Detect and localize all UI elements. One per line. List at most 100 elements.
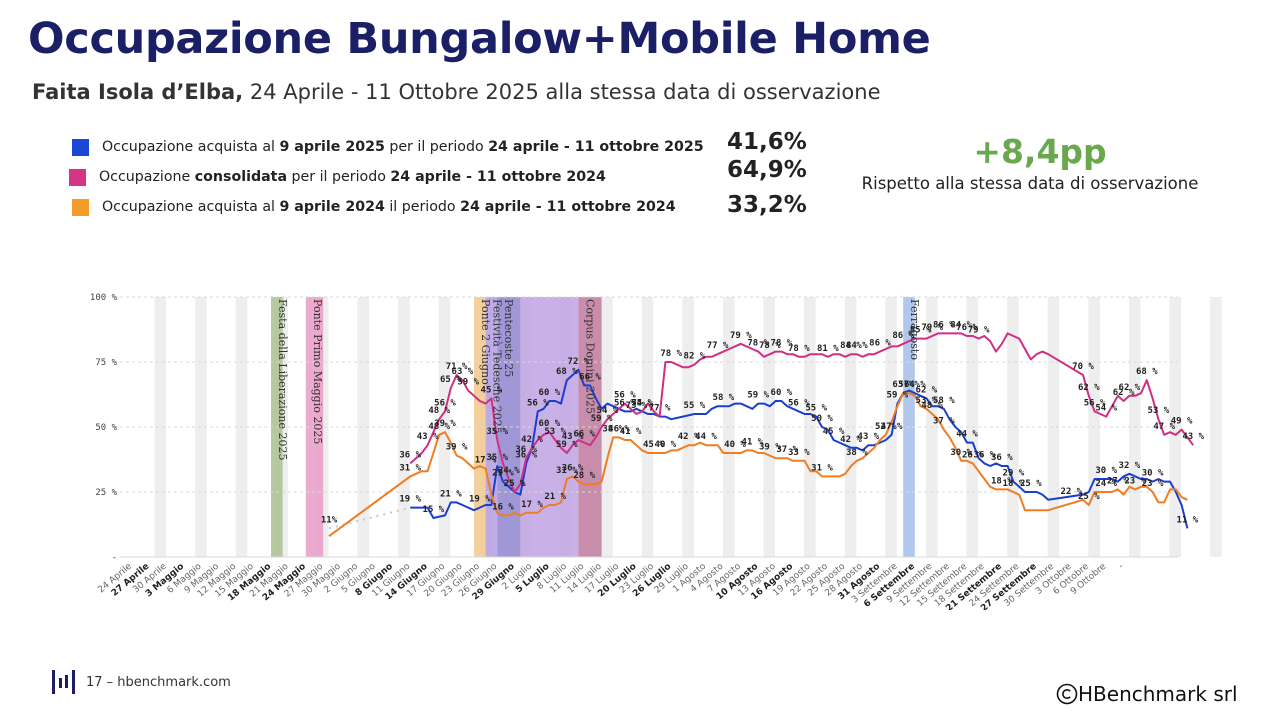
data-label: 68 % — [1136, 367, 1158, 377]
data-label: 86 % — [892, 331, 914, 341]
data-label: 28 % — [573, 471, 595, 481]
data-label: 35 % — [486, 453, 508, 463]
data-label: 78 % — [759, 341, 781, 351]
data-label: 52 % — [875, 422, 897, 432]
data-label: 55 % — [805, 404, 827, 414]
data-label: 47 % — [1153, 422, 1175, 432]
data-label: 45 % — [481, 385, 503, 395]
subtitle-location: Faita Isola d’Elba, — [32, 80, 244, 104]
weekend-stripe — [1210, 297, 1222, 557]
data-label: 70 % — [1072, 362, 1094, 372]
data-label: 36 % — [562, 463, 584, 473]
data-label: 39 % — [759, 443, 781, 453]
data-label: 84 % — [846, 341, 868, 351]
gap-connector — [328, 506, 411, 530]
data-label: 29 % — [1003, 469, 1025, 479]
data-label: 30 % — [1095, 466, 1117, 476]
weekend-stripe — [357, 297, 370, 557]
copyright-text: HBenchmark srl — [1078, 682, 1238, 706]
data-label: 62 % — [1119, 383, 1141, 393]
x-tick-label: - — [1117, 562, 1126, 572]
y-tick-label: 75 % — [95, 358, 117, 368]
chart-grid — [120, 296, 1178, 558]
data-label: 78 % — [771, 339, 793, 349]
data-label: 84 % — [840, 341, 862, 351]
data-label: 40 % — [655, 440, 677, 450]
copyright-icon — [1056, 683, 1078, 705]
data-labels: 11%19 %15 %21 %19 %35 %29 %25 %36 %42 %5… — [321, 320, 1205, 525]
data-label: 22 % — [1061, 487, 1083, 497]
data-label: 54 % — [631, 398, 653, 408]
legend-item-2024: Occupazione acquista al 9 aprile 2024 il… — [72, 196, 676, 218]
data-label: 35 % — [486, 427, 508, 437]
weekend-stripe — [804, 297, 816, 557]
data-label: 11 % — [1177, 515, 1199, 525]
data-label: 21 % — [544, 492, 566, 502]
data-label: 78 % — [788, 344, 810, 354]
band-label: Ferragosto — [908, 299, 921, 360]
data-label: 60 % — [771, 388, 793, 398]
data-label: 71 % — [446, 362, 468, 372]
series-line — [409, 332, 1195, 493]
data-label: 38 % — [846, 448, 868, 458]
data-label: 30 % — [1142, 469, 1164, 479]
series-lines — [328, 332, 1195, 538]
data-label: 57 % — [898, 380, 920, 390]
data-label: 48 % — [428, 422, 450, 432]
data-label: 44 % — [956, 430, 978, 440]
data-label: 36 % — [515, 450, 537, 460]
data-label: 56 % — [527, 398, 549, 408]
data-label: 56 % — [614, 391, 636, 401]
data-label: 36 % — [974, 450, 996, 460]
data-label: 68 % — [556, 367, 578, 377]
data-label: 42 % — [678, 432, 700, 442]
data-label: 79 % — [921, 323, 943, 333]
data-label: 48 % — [921, 401, 943, 411]
data-label: 27 % — [1107, 476, 1129, 486]
data-label: 31 % — [811, 463, 833, 473]
data-label: 46 % — [608, 424, 630, 434]
legend-item-2025: Occupazione acquista al 9 aprile 2025 pe… — [72, 136, 704, 158]
highlight-band — [485, 297, 498, 557]
data-label: 81 % — [817, 344, 839, 354]
data-label: 18 % — [991, 476, 1013, 486]
data-label: 59 % — [457, 378, 479, 388]
legend-swatch-blue — [72, 138, 89, 156]
legend-swatch-magenta — [69, 168, 86, 186]
data-label: 38 % — [602, 424, 624, 434]
data-label: 24 % — [498, 466, 520, 476]
highlight-band — [474, 297, 486, 557]
y-tick-label: 25 % — [95, 488, 117, 498]
weekend-stripe — [1007, 297, 1019, 557]
data-label: 86 % — [869, 339, 891, 349]
data-label: 31 % — [399, 463, 421, 473]
copyright: HBenchmark srl — [1056, 682, 1238, 706]
data-label: 79 % — [730, 331, 752, 341]
data-label: 78 % — [660, 349, 682, 359]
legend-text-2025: Occupazione acquista al 9 aprile 2025 pe… — [102, 139, 704, 155]
weekend-stripe — [885, 297, 897, 557]
data-label: 45 % — [823, 427, 845, 437]
legend-swatch-orange — [72, 198, 89, 216]
data-label: 77 % — [649, 404, 671, 414]
data-label: 19 % — [469, 495, 491, 505]
data-label: 15 % — [423, 505, 445, 515]
data-label: 56 % — [788, 398, 810, 408]
data-label: 36 % — [515, 445, 537, 455]
series-line — [328, 392, 1188, 538]
weekend-stripe — [154, 297, 167, 557]
data-label: 76 % — [956, 323, 978, 333]
data-label: 75 % — [631, 398, 653, 408]
data-label: 41 % — [620, 427, 642, 437]
series-line — [410, 368, 1189, 529]
data-label: 43 % — [562, 432, 584, 442]
data-label: 18 % — [1003, 479, 1025, 489]
data-label: 56 % — [434, 398, 456, 408]
data-label: 82 % — [684, 352, 706, 362]
data-label: 56 % — [614, 398, 636, 408]
data-label: 60 % — [539, 419, 561, 429]
data-label: 43 % — [417, 432, 439, 442]
data-label: 24 % — [1095, 479, 1117, 489]
data-label: 43 % — [1182, 432, 1204, 442]
